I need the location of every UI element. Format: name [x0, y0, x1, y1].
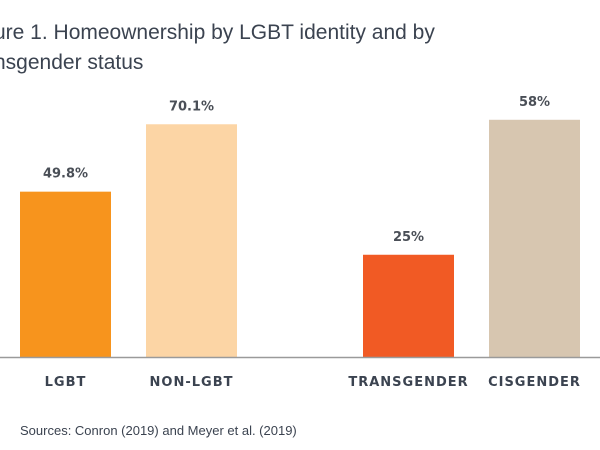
chart-title-line-1: ure 1. Homeownership by LGBT identity an… [0, 21, 435, 44]
bar-transgender [363, 254, 454, 357]
data-label: 70.1% [169, 99, 214, 114]
category-label: CISGENDER [488, 375, 581, 390]
bar-lgbt [20, 191, 111, 357]
category-label: TRANSGENDER [348, 375, 468, 390]
chart-title: ure 1. Homeownership by LGBT identity an… [0, 18, 435, 78]
category-label: NON-LGBT [150, 375, 234, 390]
bar-cisgender [489, 119, 580, 357]
data-label: 25% [393, 230, 424, 245]
chart-title-line-2: nsgender status [0, 51, 144, 74]
category-label: LGBT [45, 375, 87, 390]
data-label: 49.8% [43, 167, 88, 182]
data-label: 58% [519, 95, 550, 110]
chart-source: Sources: Conron (2019) and Meyer et al. … [20, 423, 297, 438]
bar-non-lgbt [146, 124, 237, 357]
